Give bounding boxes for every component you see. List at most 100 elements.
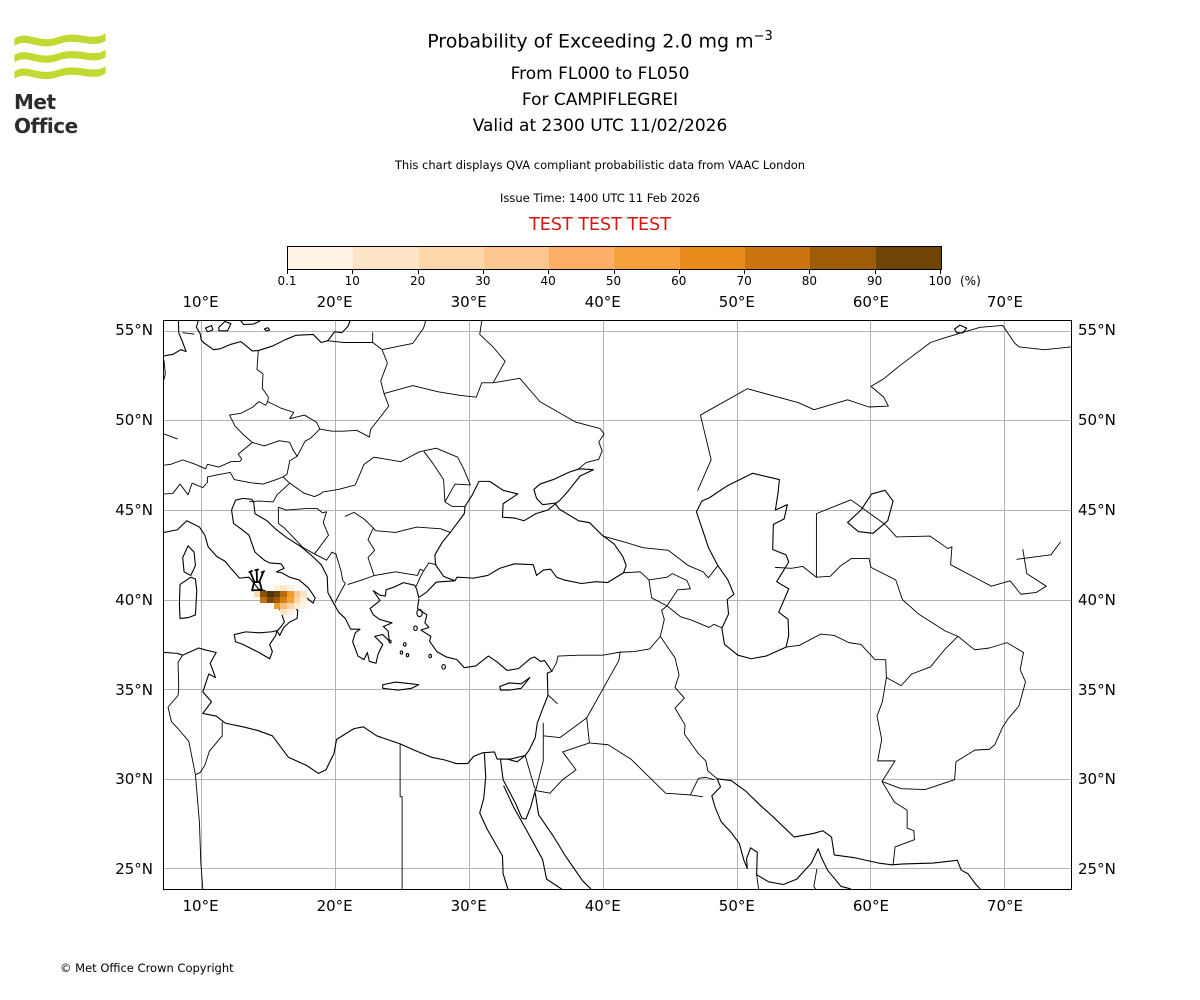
gridline-lat bbox=[164, 599, 1071, 601]
longitude-label: 50°E bbox=[718, 293, 755, 311]
latitude-label: 25°N bbox=[115, 860, 153, 879]
latitude-label: 30°N bbox=[1078, 770, 1116, 789]
coastline-caspian-sea bbox=[696, 473, 788, 658]
longitude-label: 30°E bbox=[450, 293, 487, 311]
coastline-borders-layer bbox=[164, 321, 1071, 889]
longitude-label: 70°E bbox=[986, 897, 1023, 915]
colorbar-tick-label: 0.1 bbox=[277, 274, 297, 288]
plume-cell bbox=[253, 591, 261, 598]
met-office-logo: Met Office bbox=[14, 26, 124, 138]
test-banner: TEST TEST TEST bbox=[529, 215, 671, 235]
coastline-aral-sea bbox=[848, 490, 893, 533]
plume-cell bbox=[267, 591, 274, 598]
plume-cell bbox=[293, 591, 301, 598]
colorbar-segment-0 bbox=[288, 247, 354, 269]
colorbar-tick-label: 70 bbox=[736, 274, 752, 288]
colorbar-tick bbox=[613, 270, 615, 274]
coastline-anatolia-levant-northafrica bbox=[164, 599, 552, 773]
gridline-lon bbox=[1004, 321, 1006, 889]
plume-cell bbox=[260, 597, 267, 604]
latitude-label: 35°N bbox=[1078, 680, 1116, 699]
volcano-source-icon bbox=[249, 570, 264, 591]
colorbar-segment-4 bbox=[549, 247, 615, 269]
plume-cell bbox=[280, 585, 288, 592]
plume-cell bbox=[287, 585, 294, 592]
gridline-lon bbox=[602, 321, 604, 889]
river-nile bbox=[480, 754, 508, 889]
colorbar-segment-6 bbox=[679, 247, 746, 269]
gridline-lat bbox=[164, 330, 1071, 332]
longitude-label: 20°E bbox=[316, 293, 353, 311]
latitude-label: 40°N bbox=[1078, 590, 1116, 609]
title-exponent: −3 bbox=[753, 29, 773, 44]
longitude-label: 10°E bbox=[182, 293, 219, 311]
gridline-lon bbox=[870, 321, 872, 889]
latitude-labels-right: 55°N 50°N 45°N 40°N 35°N 30°N 25°N bbox=[1078, 320, 1148, 890]
colorbar-segment-1 bbox=[353, 247, 419, 269]
latitude-label: 30°N bbox=[115, 770, 153, 789]
latitude-label: 50°N bbox=[1078, 410, 1116, 429]
coastline-persian-gulf bbox=[712, 779, 980, 889]
longitude-label: 50°E bbox=[718, 897, 755, 915]
latitude-label: 35°N bbox=[115, 680, 153, 699]
latitude-label: 55°N bbox=[1078, 320, 1116, 339]
colorbar-tick bbox=[352, 270, 354, 274]
plume-cell bbox=[267, 597, 274, 604]
longitude-label: 60°E bbox=[852, 897, 889, 915]
island-sicily bbox=[234, 631, 277, 659]
plume-cell bbox=[273, 585, 281, 592]
met-office-logo-text: Met Office bbox=[14, 90, 78, 138]
colorbar-tick bbox=[678, 270, 680, 274]
colorbar-tick-label: 80 bbox=[801, 274, 818, 288]
gridline-lon bbox=[469, 321, 470, 889]
plume-cell bbox=[273, 597, 281, 604]
colorbar-tick-label: 40 bbox=[540, 274, 556, 288]
latitude-label: 40°N bbox=[115, 590, 153, 609]
colorbar-unit-label: (%) bbox=[960, 274, 981, 288]
colorbar-tick-label: 10 bbox=[344, 274, 360, 288]
gridline-lat bbox=[164, 868, 1071, 870]
flight-level-subtitle: From FL000 to FL050 bbox=[510, 64, 690, 84]
plume-cell bbox=[280, 597, 288, 604]
colorbar-tick-label: 90 bbox=[867, 274, 883, 288]
colorbar-tick-label: 30 bbox=[475, 274, 491, 288]
colorbar-segment-3 bbox=[483, 247, 550, 269]
country-borders bbox=[164, 321, 1071, 889]
longitude-label: 20°E bbox=[316, 897, 353, 915]
plume-cell bbox=[300, 597, 308, 604]
colorbar-gradient bbox=[287, 246, 942, 270]
met-office-waves-icon bbox=[14, 33, 106, 80]
plume-cell bbox=[287, 591, 294, 598]
gridline-lon bbox=[201, 321, 203, 889]
plume-cell bbox=[293, 597, 301, 604]
latitude-label: 50°N bbox=[115, 410, 153, 429]
island-crete bbox=[383, 682, 419, 690]
plume-cell bbox=[273, 603, 281, 610]
colorbar-tick bbox=[482, 270, 484, 274]
island-corsica bbox=[183, 546, 196, 576]
colorbar-tick-label: 50 bbox=[605, 274, 622, 288]
gridline-lat bbox=[164, 420, 1071, 422]
plume-cell bbox=[300, 591, 308, 598]
issue-time: Issue Time: 1400 UTC 11 Feb 2026 bbox=[499, 191, 700, 205]
plume-cell bbox=[280, 591, 288, 598]
colorbar-segment-5 bbox=[614, 247, 680, 269]
longitude-label: 70°E bbox=[986, 293, 1023, 311]
colorbar-tick-label: 100 bbox=[928, 274, 952, 288]
island-sardinia bbox=[179, 577, 196, 618]
longitude-labels-bottom: 10°E 20°E 30°E 40°E 50°E 60°E 70°E bbox=[163, 897, 1072, 915]
plume-cell bbox=[273, 591, 281, 598]
colorbar-segment-7 bbox=[745, 247, 811, 269]
colorbar-tick bbox=[417, 270, 419, 274]
gridline-lat bbox=[164, 778, 1071, 780]
plume-cell bbox=[287, 603, 294, 610]
plume-cell bbox=[280, 609, 288, 616]
colorbar-tick bbox=[940, 270, 941, 274]
plume-cell bbox=[280, 603, 288, 610]
colorbar-tick bbox=[874, 270, 876, 274]
gridline-lon bbox=[736, 321, 738, 889]
colorbar-segment-8 bbox=[810, 247, 876, 269]
colorbar-tick bbox=[548, 270, 550, 274]
longitude-label: 60°E bbox=[852, 293, 889, 311]
